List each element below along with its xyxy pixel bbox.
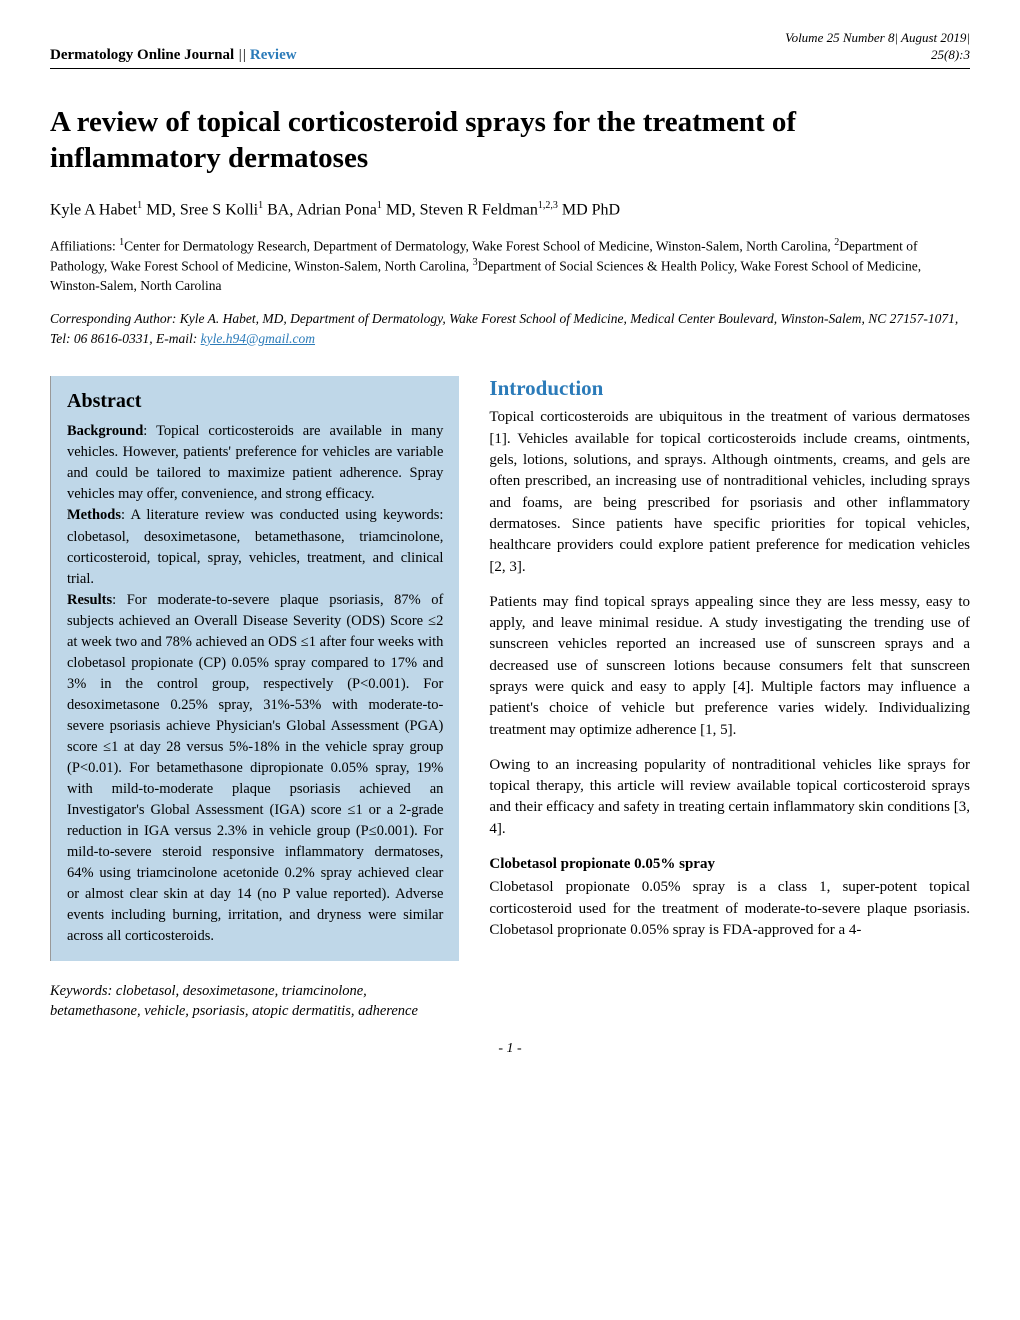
two-column-layout: Abstract Background: Topical corticoster… xyxy=(50,376,970,1021)
abstract-box: Abstract Background: Topical corticoster… xyxy=(50,376,459,960)
header-right: Volume 25 Number 8| August 2019| 25(8):3 xyxy=(785,30,970,64)
intro-p2: Patients may find topical sprays appeali… xyxy=(489,592,970,741)
header-separator: || xyxy=(234,47,250,63)
affiliations: Affiliations: 1Center for Dermatology Re… xyxy=(50,236,970,296)
abstract-heading: Abstract xyxy=(67,390,443,413)
sub1-body: Clobetasol propionate 0.05% spray is a c… xyxy=(489,877,970,941)
page-number: - 1 - xyxy=(50,1041,970,1057)
introduction-body: Topical corticosteroids are ubiquitous i… xyxy=(489,407,970,941)
subheading-clobetasol: Clobetasol propionate 0.05% spray xyxy=(489,854,970,875)
right-column: Introduction Topical corticosteroids are… xyxy=(489,376,970,1021)
page-header: Dermatology Online Journal || Review Vol… xyxy=(50,30,970,69)
abstract-body: Background: Topical corticosteroids are … xyxy=(67,421,443,946)
header-left: Dermatology Online Journal || Review xyxy=(50,47,297,64)
authors: Kyle A Habet1 MD, Sree S Kolli1 BA, Adri… xyxy=(50,200,970,219)
introduction-heading: Introduction xyxy=(489,376,970,401)
review-label: Review xyxy=(250,47,297,63)
corresponding-text: Corresponding Author: Kyle A. Habet, MD,… xyxy=(50,311,958,346)
corresponding-author: Corresponding Author: Kyle A. Habet, MD,… xyxy=(50,309,970,348)
intro-p1: Topical corticosteroids are ubiquitous i… xyxy=(489,407,970,577)
keywords: Keywords: clobetasol, desoximetasone, tr… xyxy=(50,981,459,1022)
journal-name: Dermatology Online Journal xyxy=(50,47,234,63)
left-column: Abstract Background: Topical corticoster… xyxy=(50,376,459,1021)
intro-p3: Owing to an increasing popularity of non… xyxy=(489,755,970,840)
volume-line2: 25(8):3 xyxy=(785,47,970,64)
article-title: A review of topical corticosteroid spray… xyxy=(50,104,970,177)
email-link[interactable]: kyle.h94@gmail.com xyxy=(201,331,315,346)
volume-line1: Volume 25 Number 8| August 2019| xyxy=(785,30,970,47)
